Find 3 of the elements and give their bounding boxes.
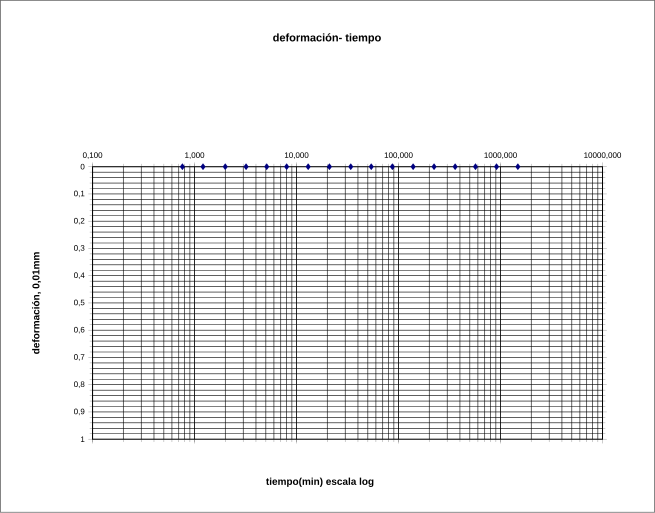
x-axis-title: tiempo(min) escala log (266, 478, 374, 488)
y-axis-title: deformación, 0,01mm (32, 252, 41, 354)
chart-title: deformación- tiempo (273, 33, 381, 44)
